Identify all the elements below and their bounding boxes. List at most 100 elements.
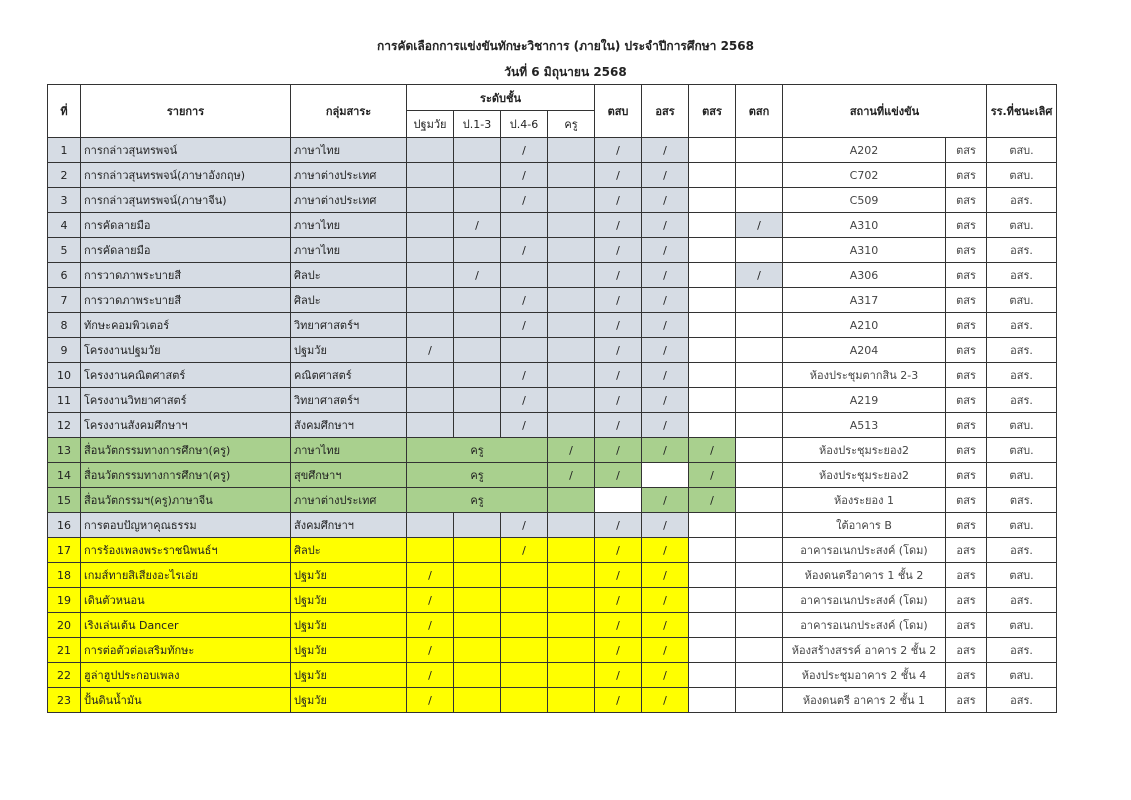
row-number: 14: [47, 462, 81, 488]
level-p1-3: /: [453, 212, 501, 238]
check-osr: /: [641, 687, 689, 713]
check-tsb: /: [594, 137, 642, 163]
check-osr: /: [641, 662, 689, 688]
header-subrow: ปฐมวัย ป.1-3 ป.4-6 ครู: [48, 110, 1057, 138]
row-number: 18: [47, 562, 81, 588]
check-tsb: /: [594, 587, 642, 613]
level-p4-6: /: [500, 137, 548, 163]
check-tsb: /: [594, 212, 642, 238]
level-p1-3: [453, 562, 501, 588]
level-teacher: [547, 212, 595, 238]
winner-school: อสร.: [986, 687, 1057, 713]
level-p1-3: [453, 337, 501, 363]
header-item: รายการ: [80, 84, 291, 138]
venue-zone: อสร: [945, 587, 987, 613]
winner-school: อสร.: [986, 187, 1057, 213]
winner-school: ตสบ.: [986, 462, 1057, 488]
table-row: 23 ปั้นดินน้ำมัน ปฐมวัย / / / ห้องดนตรี อาคาร …: [47, 687, 1057, 713]
venue: A219: [782, 387, 946, 413]
level-teacher: [547, 312, 595, 338]
check-tsb: /: [594, 162, 642, 188]
header-level: ระดับชั้น: [406, 84, 595, 111]
check-tsk: /: [735, 262, 783, 288]
level-p1-3: [453, 387, 501, 413]
level-preschool: [406, 387, 454, 413]
check-tsr: [688, 537, 736, 563]
item-name: สื่อนวัตกรรมทางการศึกษา(ครู): [80, 462, 291, 488]
level-p1-3: [453, 612, 501, 638]
check-tsb: /: [594, 687, 642, 713]
level-teacher: [547, 162, 595, 188]
check-tsb: /: [594, 512, 642, 538]
row-number: 16: [47, 512, 81, 538]
check-tsk: [735, 512, 783, 538]
item-name: โครงงานสังคมศึกษาฯ: [80, 412, 291, 438]
check-tsb: /: [594, 287, 642, 313]
level-p4-6: /: [500, 312, 548, 338]
venue-zone: ตสร: [945, 512, 987, 538]
check-osr: /: [641, 637, 689, 663]
venue: ห้องสร้างสรรค์ อาคาร 2 ชั้น 2: [782, 637, 946, 663]
header-level-p1-3: ป.1-3: [453, 110, 501, 138]
item-name: เริงเล่นเต้น Dancer: [80, 612, 291, 638]
table-row: 15 สื่อนวัตกรรมฯ(ครู)ภาษาจีน ภาษาต่างประเท…: [47, 487, 1057, 513]
check-tsb: /: [594, 337, 642, 363]
row-number: 4: [47, 212, 81, 238]
table-row: 11 โครงงานวิทยาศาสตร์ วิทยาศาสตร์ฯ / / / A219 ต…: [47, 387, 1057, 413]
level-preschool: [406, 512, 454, 538]
check-tsk: [735, 462, 783, 488]
table-body: 1 การกล่าวสุนทรพจน์ ภาษาไทย / / / A202 ตสร ตสบ. 2…: [47, 137, 1057, 713]
venue: A306: [782, 262, 946, 288]
level-p1-3: [453, 137, 501, 163]
venue-zone: ตสร: [945, 362, 987, 388]
subject-group: ปฐมวัย: [290, 337, 407, 363]
check-osr: /: [641, 162, 689, 188]
item-name: การต่อตัวต่อเสริมทักษะ: [80, 637, 291, 663]
winner-school: อสร.: [986, 262, 1057, 288]
venue-zone: ตสร: [945, 412, 987, 438]
winner-school: ตสบ.: [986, 162, 1057, 188]
level-p4-6: [500, 262, 548, 288]
level-p1-3: [453, 687, 501, 713]
check-tsk: [735, 337, 783, 363]
check-tsk: [735, 162, 783, 188]
check-osr: /: [641, 412, 689, 438]
subject-group: ภาษาไทย: [290, 137, 407, 163]
subject-group: วิทยาศาสตร์ฯ: [290, 312, 407, 338]
subject-group: วิทยาศาสตร์ฯ: [290, 387, 407, 413]
header-level-teacher: ครู: [547, 110, 595, 138]
table-row: 4 การคัดลายมือ ภาษาไทย / / / / A310 ตสร ตสบ.: [47, 212, 1057, 238]
check-tsk: [735, 387, 783, 413]
venue-zone: ตสร: [945, 337, 987, 363]
check-tsr: [688, 187, 736, 213]
check-tsr: [688, 237, 736, 263]
check-tsk: [735, 287, 783, 313]
check-osr: /: [641, 487, 689, 513]
level-teacher: /: [547, 437, 595, 463]
header-no: ที่: [47, 84, 81, 138]
winner-school: ตสบ.: [986, 512, 1057, 538]
header-venue: สถานที่แข่งขัน: [782, 84, 987, 138]
winner-school: ตสบ.: [986, 612, 1057, 638]
subject-group: สุขศึกษาฯ: [290, 462, 407, 488]
venue-zone: อสร: [945, 662, 987, 688]
item-name: ฮูล่าฮูปประกอบเพลง: [80, 662, 291, 688]
venue-zone: ตสร: [945, 162, 987, 188]
row-number: 6: [47, 262, 81, 288]
venue-zone: ตสร: [945, 287, 987, 313]
table-row: 19 เดินตัวหนอน ปฐมวัย / / / อาคารอเนกประสงค์ (…: [47, 587, 1057, 613]
level-p4-6: [500, 662, 548, 688]
venue: ห้องประชุมระยอง2: [782, 437, 946, 463]
check-tsk: [735, 562, 783, 588]
venue: A310: [782, 237, 946, 263]
level-preschool: [406, 412, 454, 438]
check-tsk: [735, 662, 783, 688]
subject-group: ศิลปะ: [290, 287, 407, 313]
level-teacher: [547, 137, 595, 163]
level-p4-6: [500, 612, 548, 638]
level-preschool: /: [406, 637, 454, 663]
venue: A210: [782, 312, 946, 338]
check-tsk: [735, 637, 783, 663]
item-name: การร้องเพลงพระราชนิพนธ์ฯ: [80, 537, 291, 563]
venue-zone: ตสร: [945, 462, 987, 488]
